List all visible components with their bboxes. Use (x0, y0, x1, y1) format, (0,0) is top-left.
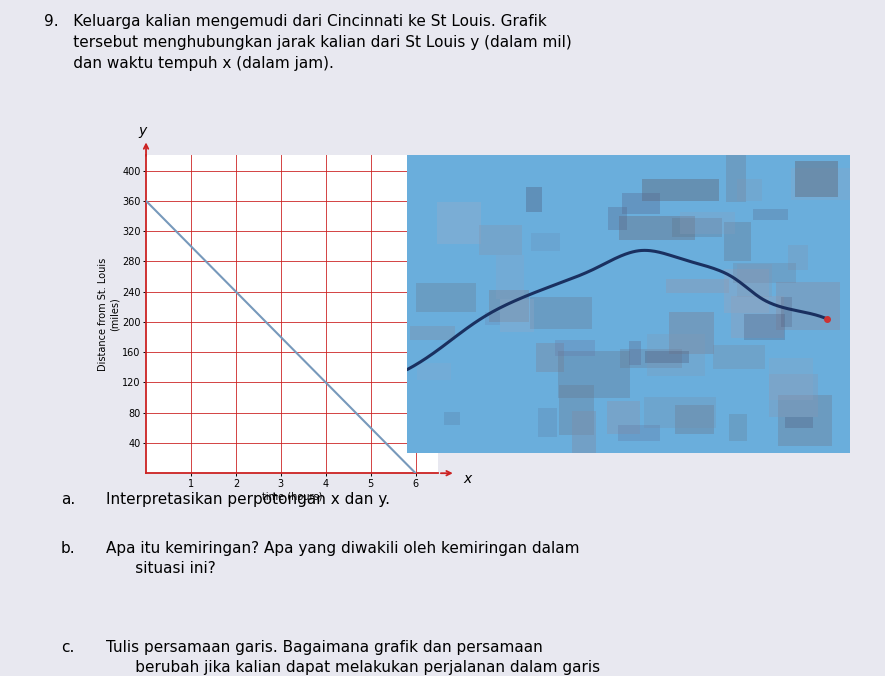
Bar (479, 225, 522, 255)
Bar (744, 314, 785, 340)
Bar (724, 269, 769, 313)
Bar (666, 279, 728, 293)
Bar (648, 335, 705, 376)
Bar (713, 345, 766, 369)
Bar (675, 404, 714, 434)
Text: x: x (463, 472, 471, 486)
Bar (619, 425, 660, 441)
Bar (645, 352, 689, 363)
Bar (643, 179, 720, 201)
Bar (417, 363, 450, 380)
Bar (733, 263, 796, 283)
Bar (769, 374, 818, 417)
Bar (778, 395, 832, 446)
Bar (725, 222, 750, 261)
Text: b.: b. (61, 541, 75, 556)
Bar (485, 312, 499, 325)
Bar (644, 397, 716, 429)
Bar (785, 417, 812, 429)
Bar (416, 283, 475, 312)
Bar (573, 411, 596, 452)
Text: Interpretasikan perpotongan x dan y.: Interpretasikan perpotongan x dan y. (106, 492, 390, 507)
Bar (489, 290, 528, 322)
Bar (607, 401, 641, 433)
X-axis label: time (hours): time (hours) (262, 491, 322, 502)
Bar (500, 299, 534, 332)
Text: 9.   Keluarga kalian mengemudi dari Cincinnati ke St Louis. Grafik
      tersebu: 9. Keluarga kalian mengemudi dari Cincin… (44, 14, 572, 70)
Bar (496, 255, 524, 299)
Bar (437, 202, 481, 244)
Bar (769, 358, 813, 400)
Text: c.: c. (61, 640, 74, 655)
Bar (620, 349, 681, 368)
Bar (726, 153, 746, 201)
Bar (410, 327, 455, 341)
Bar (629, 341, 642, 365)
Bar (526, 187, 543, 212)
Bar (620, 216, 696, 239)
Bar (737, 179, 762, 201)
Bar (531, 233, 560, 251)
Bar (530, 297, 592, 329)
Bar (795, 161, 838, 197)
Y-axis label: Distance from St. Louis
(miles): Distance from St. Louis (miles) (97, 258, 119, 371)
Bar (788, 245, 809, 270)
Bar (776, 282, 840, 330)
Bar (753, 209, 788, 220)
Text: Tulis persamaan garis. Bagaimana grafik dan persamaan
      berubah jika kalian : Tulis persamaan garis. Bagaimana grafik … (106, 640, 600, 676)
Bar (729, 414, 747, 441)
Bar (736, 264, 772, 297)
Bar (622, 193, 660, 214)
Bar (680, 212, 735, 235)
Bar (558, 385, 594, 435)
Bar (781, 297, 792, 327)
Bar (536, 343, 564, 372)
Bar (608, 208, 627, 230)
Text: a.: a. (61, 492, 75, 507)
Text: Apa itu kemiringan? Apa yang diwakili oleh kemiringan dalam
      situasi ini?: Apa itu kemiringan? Apa yang diwakili ol… (106, 541, 580, 576)
Bar (558, 352, 630, 397)
Bar (444, 412, 460, 425)
Bar (538, 408, 558, 437)
Bar (669, 312, 714, 354)
Bar (672, 218, 722, 237)
Bar (731, 296, 784, 339)
Bar (555, 341, 595, 356)
Text: y: y (139, 124, 147, 138)
Bar (791, 168, 860, 200)
